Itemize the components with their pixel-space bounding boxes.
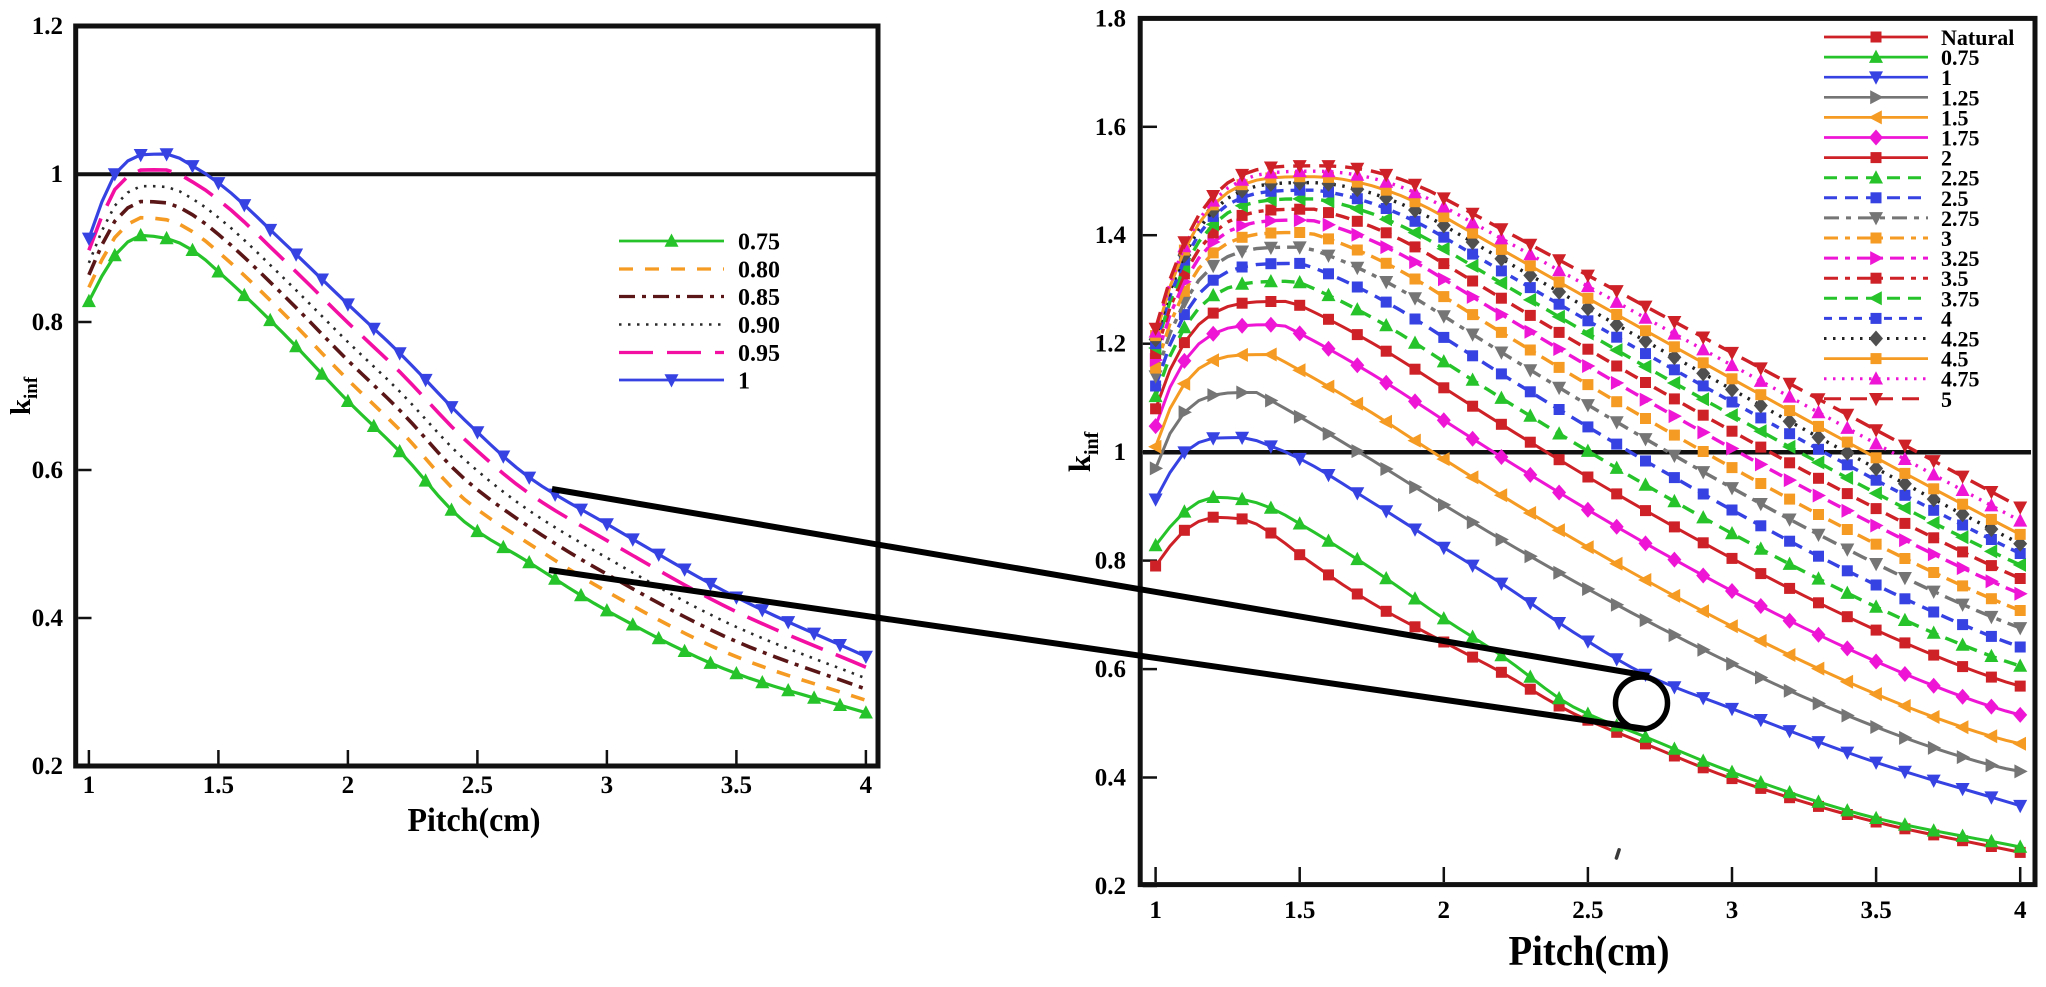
svg-text:4: 4 [2014, 897, 2027, 924]
svg-text:2.5: 2.5 [1572, 897, 1603, 924]
svg-text:1: 1 [1149, 897, 1162, 924]
svg-text:2: 2 [1438, 897, 1451, 924]
svg-text:2.75: 2.75 [1941, 206, 1980, 231]
svg-text:0.2: 0.2 [32, 753, 63, 780]
svg-text:0.8: 0.8 [32, 309, 63, 336]
svg-text:1: 1 [1114, 439, 1127, 466]
svg-text:1: 1 [83, 772, 96, 799]
svg-text:2: 2 [342, 772, 355, 799]
svg-text:kinf: kinf [1062, 431, 1103, 472]
svg-text:1.8: 1.8 [1095, 5, 1126, 32]
svg-text:1.2: 1.2 [1095, 331, 1126, 358]
svg-text:1.4: 1.4 [1095, 222, 1127, 249]
svg-text:1.5: 1.5 [203, 772, 234, 799]
svg-text:0.8: 0.8 [1095, 548, 1126, 575]
svg-text:0.6: 0.6 [32, 457, 63, 484]
svg-text:3: 3 [1941, 226, 1952, 251]
svg-text:Pitch(cm): Pitch(cm) [408, 802, 541, 839]
svg-text:5: 5 [1941, 387, 1952, 412]
svg-text:4.75: 4.75 [1941, 367, 1980, 392]
svg-text:4: 4 [860, 772, 873, 799]
svg-text:4: 4 [1941, 306, 1952, 331]
svg-text:1.75: 1.75 [1941, 126, 1980, 151]
svg-text:0.75: 0.75 [738, 230, 780, 256]
svg-text:1: 1 [738, 369, 750, 395]
svg-text:0.95: 0.95 [738, 341, 780, 367]
svg-text:0.4: 0.4 [32, 605, 64, 632]
svg-text:0.75: 0.75 [1941, 45, 1980, 70]
svg-text:3.25: 3.25 [1941, 246, 1980, 271]
svg-text:3.5: 3.5 [1860, 897, 1891, 924]
svg-text:1.5: 1.5 [1284, 897, 1315, 924]
svg-text:0.4: 0.4 [1095, 765, 1127, 792]
svg-text:2.5: 2.5 [462, 772, 493, 799]
svg-text:2: 2 [1941, 146, 1952, 171]
svg-text:0.80: 0.80 [738, 258, 780, 284]
svg-text:Natural: Natural [1941, 25, 2014, 50]
svg-text:0.6: 0.6 [1095, 656, 1126, 683]
svg-text:0.2: 0.2 [1095, 873, 1126, 900]
svg-text:4.25: 4.25 [1941, 327, 1980, 352]
svg-text:1: 1 [51, 161, 64, 188]
svg-text:4.5: 4.5 [1941, 347, 1969, 372]
svg-text:3.5: 3.5 [1941, 266, 1969, 291]
svg-text:1.25: 1.25 [1941, 85, 1980, 110]
svg-text:1: 1 [1941, 65, 1952, 90]
svg-text:1.5: 1.5 [1941, 105, 1969, 130]
svg-text:3: 3 [1726, 897, 1739, 924]
svg-text:1.6: 1.6 [1095, 114, 1126, 141]
svg-text:1.2: 1.2 [32, 13, 63, 40]
svg-text:3.5: 3.5 [721, 772, 752, 799]
svg-text:2.25: 2.25 [1941, 166, 1980, 191]
svg-text:3: 3 [601, 772, 614, 799]
svg-text:2.5: 2.5 [1941, 186, 1969, 211]
svg-text:Pitch(cm): Pitch(cm) [1509, 929, 1670, 975]
svg-text:0.85: 0.85 [738, 285, 780, 311]
svg-text:3.75: 3.75 [1941, 286, 1980, 311]
svg-text:0.90: 0.90 [738, 313, 780, 339]
